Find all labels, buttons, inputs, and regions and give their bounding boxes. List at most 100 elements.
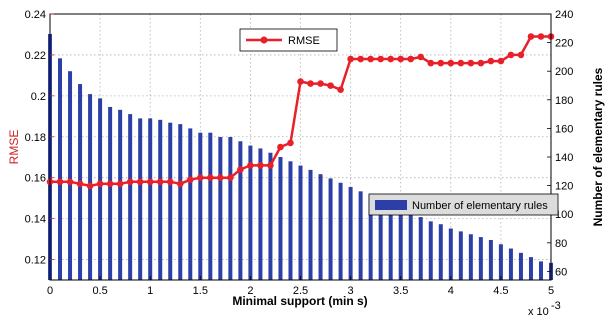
left-axis-ticks: 0.12 0.14 0.16 0.18 0.2 0.22 0.24 <box>25 9 54 267</box>
rules-bar <box>348 187 353 280</box>
x-tick-label: 1 <box>147 285 153 297</box>
rmse-point <box>447 59 455 67</box>
rules-bar <box>158 119 163 280</box>
rmse-point <box>397 55 405 63</box>
rmse-point <box>166 178 174 186</box>
left-tick-label: 0.16 <box>25 173 46 185</box>
rules-bar <box>298 165 303 280</box>
rmse-point <box>176 180 184 188</box>
rmse-point <box>186 176 194 184</box>
right-tick-label: 60 <box>555 266 567 278</box>
right-tick-label: 220 <box>555 38 573 50</box>
rules-bar <box>498 244 503 280</box>
rules-bar <box>328 178 333 280</box>
rmse-point <box>86 182 94 190</box>
x-multiplier: x 10 -3 <box>528 300 561 318</box>
rules-bar <box>458 231 463 280</box>
rules-bar <box>418 217 423 280</box>
rmse-point <box>207 174 214 181</box>
right-tick-label: 200 <box>555 66 573 78</box>
rmse-legend-label: RMSE <box>288 35 320 47</box>
rmse-point <box>367 55 374 63</box>
rmse-point <box>297 78 304 85</box>
rmse-point <box>427 59 435 67</box>
rmse-point <box>337 86 344 94</box>
rmse-point <box>277 143 284 151</box>
rules-bar <box>268 152 273 280</box>
rules-bar <box>338 182 343 280</box>
x-tick-label: 1.5 <box>193 285 208 297</box>
right-tick-label: 100 <box>555 209 573 221</box>
left-axis-title: RMSE <box>7 130 21 165</box>
rules-bar <box>248 145 253 280</box>
rmse-point <box>377 55 384 63</box>
x-tick-label: 4.5 <box>493 285 508 297</box>
x-multiplier-exponent: -3 <box>551 300 561 312</box>
left-tick-label: 0.24 <box>25 9 46 21</box>
x-tick-label: 5 <box>548 285 554 297</box>
rmse-point <box>56 178 64 186</box>
left-tick-label: 0.2 <box>31 91 46 103</box>
rules-bar <box>308 169 313 280</box>
rules-bar <box>108 106 113 280</box>
rules-bar <box>68 71 73 280</box>
rmse-point <box>76 180 84 188</box>
rmse-point <box>507 51 515 59</box>
rmse-point <box>437 59 445 67</box>
x-tick-label: 2.5 <box>293 285 308 297</box>
rules-bar <box>218 136 223 280</box>
rules-legend-swatch <box>375 200 407 210</box>
rmse-point <box>146 178 154 186</box>
rmse-point <box>517 51 525 59</box>
rmse-point <box>66 178 74 186</box>
rules-legend-box <box>368 193 559 216</box>
rules-bar <box>538 261 543 280</box>
rmse-point <box>287 139 294 147</box>
rules-bar <box>118 109 123 281</box>
rmse-point <box>136 178 144 186</box>
rmse-legend-marker <box>260 36 268 44</box>
rules-bar <box>378 199 383 280</box>
rmse-point <box>307 80 314 87</box>
x-axis-title: Minimal support (min s) <box>232 294 367 308</box>
rmse-point <box>497 57 505 65</box>
x-tick-label: 2 <box>247 285 253 297</box>
rules-legend-label: Number of elementary rules <box>412 200 548 212</box>
rules-bar <box>228 136 233 280</box>
x-tick-label: 3.5 <box>393 285 408 297</box>
rmse-point <box>227 174 234 181</box>
x-tick-label: 4 <box>448 285 454 297</box>
rmse-point <box>417 53 425 61</box>
rules-bar <box>318 174 323 280</box>
x-multiplier-base: x 10 <box>528 306 549 318</box>
right-tick-label: 240 <box>555 9 573 21</box>
rmse-legend: RMSE <box>239 28 338 52</box>
rules-bar <box>478 237 483 280</box>
rules-bar <box>428 221 433 280</box>
rules-bar <box>148 118 153 280</box>
rmse-point <box>317 80 324 87</box>
rules-bar <box>198 132 203 280</box>
rules-bar <box>408 212 413 280</box>
rules-bar <box>168 122 173 280</box>
rmse-point <box>407 55 415 63</box>
rmse-point <box>477 59 485 67</box>
x-tick-label: 0.5 <box>92 285 107 297</box>
left-tick-label: 0.14 <box>25 214 46 226</box>
rules-bar <box>188 128 193 280</box>
rmse-point <box>116 180 124 188</box>
rules-bar <box>208 132 213 280</box>
rmse-point <box>527 33 535 40</box>
rules-bar <box>468 234 473 280</box>
right-axis-ticks: 60 80 100 120 140 160 180 200 220 240 <box>547 9 573 278</box>
rmse-point <box>106 180 114 188</box>
rmse-series <box>46 33 555 190</box>
rules-bar <box>398 208 403 280</box>
right-tick-label: 160 <box>555 123 573 135</box>
left-tick-label: 0.22 <box>25 50 46 62</box>
rules-bar <box>138 118 143 280</box>
right-axis-title: Number of elementary rules <box>591 67 605 226</box>
rmse-point <box>96 180 104 188</box>
rules-bar <box>58 58 63 281</box>
